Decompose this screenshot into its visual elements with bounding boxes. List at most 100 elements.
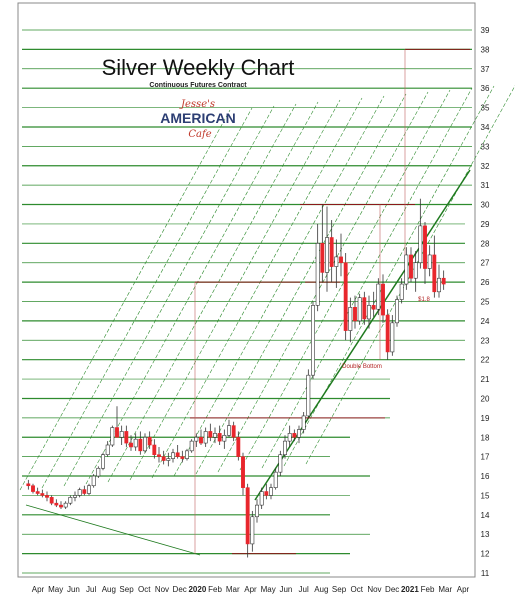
y-tick-label: 25 <box>481 298 490 307</box>
candle-body <box>171 452 175 459</box>
candle-body <box>31 485 35 492</box>
candle-body <box>339 256 343 264</box>
y-tick-label: 23 <box>481 336 490 345</box>
x-tick-label: Apr <box>244 585 257 594</box>
candle-body <box>409 254 413 279</box>
candle-body <box>96 467 101 477</box>
logo-line-3: Cafe <box>188 129 211 140</box>
logo-line-1: Jesse's <box>179 99 215 110</box>
candle-body <box>259 491 264 506</box>
y-tick-label: 16 <box>481 472 490 481</box>
x-tick-label: 2021 <box>401 585 419 594</box>
candle-body <box>45 495 49 498</box>
candle-body <box>213 433 217 438</box>
candle-body <box>68 497 73 504</box>
candle-body <box>166 458 171 461</box>
y-tick-label: 31 <box>481 181 490 190</box>
candle-body <box>315 243 320 306</box>
candle-body <box>152 444 157 456</box>
candle-body <box>231 425 236 438</box>
candle-body <box>40 493 45 496</box>
y-tick-label: 35 <box>481 104 490 113</box>
candle-body <box>87 485 91 494</box>
candle-body <box>278 454 283 473</box>
y-tick-label: 13 <box>481 530 490 539</box>
x-tick-label: Nov <box>367 585 381 594</box>
candle-body <box>343 262 348 331</box>
channel-line <box>261 87 473 469</box>
x-tick-label: Oct <box>351 585 364 594</box>
candle-body <box>385 314 390 353</box>
candle-body <box>437 277 441 293</box>
x-tick-label: Jul <box>299 585 309 594</box>
candle-body <box>222 435 227 442</box>
y-tick-label: 28 <box>481 239 490 248</box>
candle-body <box>427 254 432 269</box>
candle-body <box>283 440 287 456</box>
candle-body <box>199 436 203 444</box>
candle-body <box>241 456 245 488</box>
y-tick-label: 29 <box>481 220 490 229</box>
candle-body <box>185 450 189 459</box>
y-tick-label: 27 <box>481 259 490 268</box>
y-tick-label: 26 <box>481 278 490 287</box>
x-tick-label: 2020 <box>188 585 206 594</box>
x-tick-label: May <box>48 585 63 594</box>
candle-body <box>119 431 124 438</box>
y-tick-label: 38 <box>481 45 490 54</box>
candle-body <box>399 283 404 300</box>
candle-body <box>301 415 306 430</box>
x-tick-label: Nov <box>155 585 169 594</box>
candle-body <box>297 429 301 438</box>
y-tick-label: 32 <box>481 162 490 171</box>
candle-body <box>49 497 54 504</box>
candle-body <box>306 374 311 417</box>
chart-subtitle: Continuous Futures Contract <box>149 82 247 89</box>
candle-body <box>390 322 395 353</box>
candle-body <box>320 243 325 273</box>
candle-body <box>35 491 40 494</box>
candle-body <box>362 297 367 320</box>
y-tick-label: 14 <box>481 511 490 520</box>
candle-body <box>395 299 399 324</box>
logo-line-2: AMERICAN <box>160 110 235 126</box>
x-tick-label: Sep <box>332 585 347 594</box>
spread-label: $1.8 <box>418 297 430 303</box>
x-tick-label: Aug <box>102 585 116 594</box>
x-tick-label: Aug <box>314 585 328 594</box>
channel-line <box>107 101 319 483</box>
x-tick-label: Mar <box>438 585 452 594</box>
candle-body <box>432 254 437 293</box>
candle-body <box>217 433 222 442</box>
candle-body <box>138 438 143 452</box>
candle-body <box>236 436 241 457</box>
x-tick-label: Jun <box>67 585 80 594</box>
x-tick-label: Sep <box>119 585 134 594</box>
jesses-cafe-logo: Jesse's AMERICAN Cafe <box>160 99 235 140</box>
candle-body <box>353 307 357 322</box>
lower-trendline <box>25 504 201 556</box>
candle-body <box>264 491 269 496</box>
y-tick-label: 36 <box>481 84 490 93</box>
candle-body <box>381 283 385 316</box>
candle-body <box>250 516 255 545</box>
candlestick-series <box>26 198 446 558</box>
x-tick-label: Mar <box>226 585 240 594</box>
candle-body <box>77 489 82 496</box>
y-tick-label: 21 <box>481 375 490 384</box>
candle-body <box>157 454 161 457</box>
candle-body <box>441 277 446 285</box>
channel-line <box>173 95 385 477</box>
candle-body <box>329 237 334 267</box>
y-tick-label: 20 <box>481 394 490 403</box>
y-tick-label: 15 <box>481 491 490 500</box>
candle-body <box>110 427 115 446</box>
candle-body <box>357 297 362 322</box>
candle-body <box>376 283 381 310</box>
x-tick-label: Apr <box>32 585 45 594</box>
candle-body <box>334 256 339 267</box>
candle-body <box>255 504 259 518</box>
candle-body <box>348 307 353 331</box>
candle-body <box>63 502 68 508</box>
